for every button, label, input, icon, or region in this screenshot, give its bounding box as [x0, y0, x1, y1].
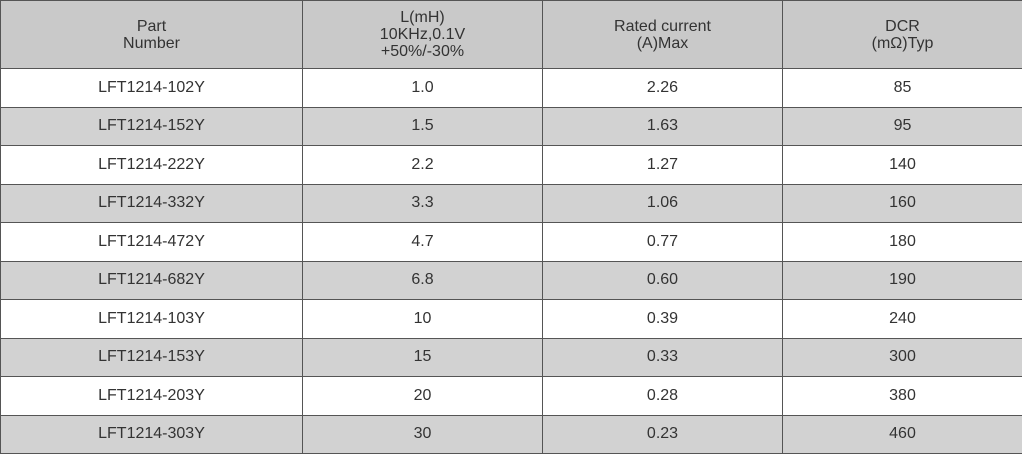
table-cell: 2.26 — [542, 68, 783, 108]
table-body: LFT1214-102Y 1.0 2.26 85 LFT1214-152Y 1.5 1.63… — [0, 68, 1022, 454]
table-cell: 160 — [782, 183, 1022, 223]
table-cell: 460 — [782, 414, 1022, 454]
header-line: +50%/-30% — [380, 43, 465, 60]
header-cell: Rated current (A)Max — [542, 0, 783, 69]
table-cell: LFT1214-102Y — [0, 68, 303, 108]
table-cell: LFT1214-472Y — [0, 222, 303, 262]
table-cell: 0.39 — [542, 299, 783, 339]
table-cell: 2.2 — [302, 145, 543, 185]
table-row: LFT1214-103Y 10 0.39 240 — [0, 299, 1022, 339]
table-cell: 0.77 — [542, 222, 783, 262]
table-cell: 15 — [302, 337, 543, 377]
header-line: 10KHz,0.1V — [379, 26, 466, 43]
table-cell: 30 — [302, 414, 543, 454]
header-line: (A)Max — [636, 34, 689, 52]
table-cell: LFT1214-203Y — [0, 376, 303, 416]
table-cell: LFT1214-332Y — [0, 183, 303, 223]
table-row: LFT1214-303Y 30 0.23 460 — [0, 414, 1022, 454]
table-row: LFT1214-472Y 4.7 0.77 180 — [0, 222, 1022, 262]
table-cell: 240 — [782, 299, 1022, 339]
table-cell: 180 — [782, 222, 1022, 262]
table-cell: LFT1214-153Y — [0, 337, 303, 377]
table-cell: 0.33 — [542, 337, 783, 377]
table-cell: 95 — [782, 106, 1022, 146]
header-line: L(mH) — [400, 9, 445, 26]
table-cell: LFT1214-303Y — [0, 414, 303, 454]
table-cell: 0.28 — [542, 376, 783, 416]
table-cell: 0.60 — [542, 260, 783, 300]
table-cell: 85 — [782, 68, 1022, 108]
header-line: Part — [136, 17, 167, 35]
table-cell: 4.7 — [302, 222, 543, 262]
header-row: Part Number L(mH) 10KHz,0.1V +50%/-30% Rated … — [0, 0, 1022, 69]
table-row: LFT1214-102Y 1.0 2.26 85 — [0, 68, 1022, 108]
table-cell: 0.23 — [542, 414, 783, 454]
header-line: DCR — [885, 17, 920, 35]
header-cell: L(mH) 10KHz,0.1V +50%/-30% — [302, 0, 543, 69]
table-cell: LFT1214-682Y — [0, 260, 303, 300]
table-cell: 190 — [782, 260, 1022, 300]
table-cell: 1.63 — [542, 106, 783, 146]
table-row: LFT1214-203Y 20 0.28 380 — [0, 376, 1022, 416]
table-row: LFT1214-332Y 3.3 1.06 160 — [0, 183, 1022, 223]
table-cell: 1.27 — [542, 145, 783, 185]
table-cell: 3.3 — [302, 183, 543, 223]
table-cell: LFT1214-152Y — [0, 106, 303, 146]
header-cell: DCR (mΩ)Typ — [782, 0, 1022, 69]
table-cell: 6.8 — [302, 260, 543, 300]
table-row: LFT1214-222Y 2.2 1.27 140 — [0, 145, 1022, 185]
table-row: LFT1214-152Y 1.5 1.63 95 — [0, 106, 1022, 146]
table-cell: 1.5 — [302, 106, 543, 146]
header-line: Rated current — [614, 17, 711, 35]
table-cell: 10 — [302, 299, 543, 339]
table-cell: 140 — [782, 145, 1022, 185]
table-cell: LFT1214-103Y — [0, 299, 303, 339]
table-cell: 1.0 — [302, 68, 543, 108]
header-line: (mΩ)Typ — [871, 34, 934, 52]
header-line: Number — [123, 34, 180, 52]
table-row: LFT1214-682Y 6.8 0.60 190 — [0, 260, 1022, 300]
table-row: LFT1214-153Y 15 0.33 300 — [0, 337, 1022, 377]
table-cell: LFT1214-222Y — [0, 145, 303, 185]
header-cell: Part Number — [0, 0, 303, 69]
table-cell: 20 — [302, 376, 543, 416]
table-cell: 380 — [782, 376, 1022, 416]
table-cell: 300 — [782, 337, 1022, 377]
table-cell: 1.06 — [542, 183, 783, 223]
